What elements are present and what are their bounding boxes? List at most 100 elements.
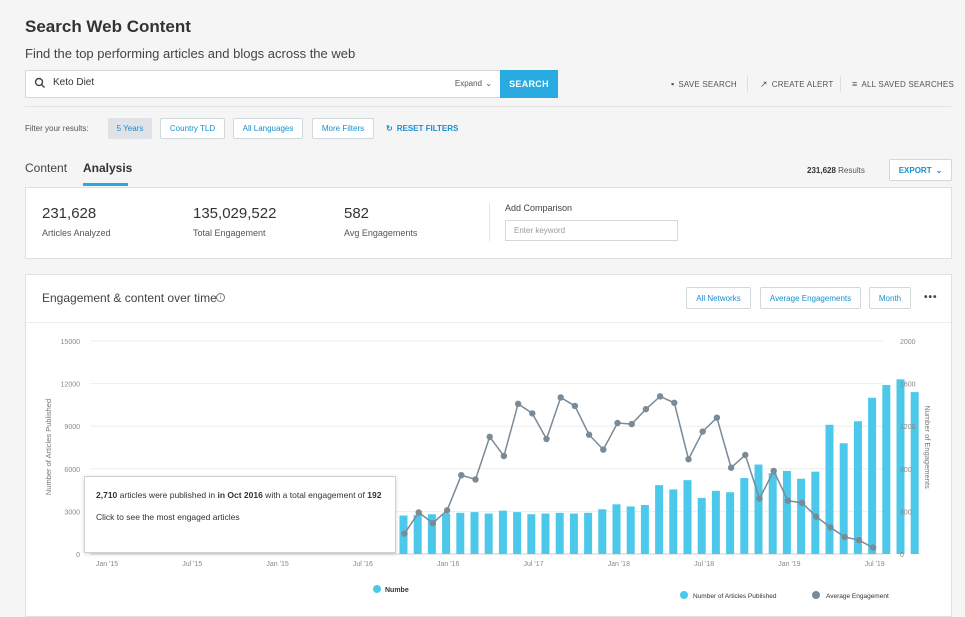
average-engagements-button[interactable]: Average Engagements [760, 287, 861, 309]
search-input[interactable]: Keto Diet [53, 77, 95, 88]
filter-chip-country-tld[interactable]: Country TLD [160, 118, 225, 139]
expand-toggle[interactable]: Expand [454, 79, 482, 88]
comparison-input[interactable]: Enter keyword [505, 220, 678, 241]
tooltip-cta-link[interactable]: Click to see the most engaged articles [96, 512, 240, 522]
stat-articles-label: Articles Analyzed [42, 228, 111, 238]
chart-title: Engagement & content over time [42, 291, 217, 305]
x-tick-label: Jan '19 [778, 561, 800, 568]
chevron-down-icon: ⌄ [935, 165, 943, 175]
stat-avg-value: 582 [344, 205, 370, 222]
y-tick-label: 9000 [64, 424, 80, 431]
y2-tick-label: 2000 [900, 339, 916, 346]
chart-bar [456, 512, 465, 554]
active-tab-indicator [83, 183, 128, 186]
engagement-point [827, 524, 834, 531]
save-search-button[interactable]: ▪ SAVE SEARCH [671, 79, 737, 89]
filter-chip-all-languages[interactable]: All Languages [233, 118, 303, 139]
chart-header-divider [26, 322, 951, 323]
engagement-point [855, 536, 863, 544]
reset-filters-label: RESET FILTERS [396, 124, 459, 133]
more-options-icon[interactable]: ••• [924, 292, 938, 303]
all-networks-button[interactable]: All Networks [686, 287, 751, 309]
engagement-point [415, 509, 422, 516]
tooltip-engagement: 192 [367, 490, 382, 500]
chevron-down-icon[interactable]: ⌄ [485, 79, 492, 88]
chart-bar [697, 497, 706, 554]
engagement-point [699, 428, 706, 435]
engagement-point [642, 405, 650, 413]
chart-bar [839, 443, 848, 554]
chart-bar [640, 505, 649, 554]
engagement-point [742, 451, 749, 459]
chart-bar [555, 512, 564, 554]
chart-bar [782, 470, 791, 554]
reset-filters-button[interactable]: ↻ RESET FILTERS [386, 124, 458, 133]
divider [25, 106, 951, 107]
chart-bar [569, 513, 578, 554]
engagement-point [458, 471, 465, 479]
tooltip-count: 2,710 [96, 490, 118, 500]
chart-bar [598, 509, 607, 554]
stat-articles-value: 231,628 [42, 205, 97, 222]
engagement-point [713, 414, 721, 421]
tab-content[interactable]: Content [25, 161, 68, 175]
search-button[interactable]: SEARCH [500, 70, 558, 98]
info-icon[interactable]: i [216, 293, 225, 302]
chart-bar [470, 512, 479, 554]
results-number: 231,628 [807, 166, 836, 175]
engagement-point [798, 499, 806, 507]
chart-bar [584, 512, 593, 554]
chart-tooltip[interactable]: 2,710 articles were published in in Oct … [84, 476, 396, 553]
engagement-point [869, 544, 877, 551]
page-subtitle: Find the top performing articles and blo… [25, 46, 356, 61]
engagement-point [429, 519, 437, 527]
save-icon: ▪ [671, 79, 675, 89]
engagement-point [600, 446, 607, 453]
tab-analysis[interactable]: Analysis [83, 161, 133, 175]
y-tick-label: 12000 [61, 382, 81, 389]
engagement-point [500, 452, 508, 460]
engagement-point [727, 464, 735, 471]
legend-label-articles: Number of Articles Published [693, 593, 777, 600]
tooltip-text1: articles were published in [117, 490, 218, 500]
chart-bar [413, 514, 422, 554]
create-alert-button[interactable]: ↗ CREATE ALERT [760, 79, 833, 90]
y-tick-label: 0 [76, 552, 80, 559]
page-title: Search Web Content [25, 17, 191, 36]
engagement-point [443, 507, 451, 514]
chart-bar [882, 385, 891, 554]
engagement-point [571, 402, 579, 410]
chart-bar [612, 504, 621, 554]
stat-engagement-label: Total Engagement [193, 228, 266, 238]
filter-chip-5-years[interactable]: 5 Years [108, 118, 152, 139]
chart-bar [427, 514, 436, 554]
y-axis-label: Number of Articles Published [44, 399, 53, 495]
filter-chip-more-filters[interactable]: More Filters [312, 118, 374, 139]
y2-tick-label: 0 [900, 552, 904, 559]
tooltip-month: in Oct 2016 [217, 490, 263, 500]
comparison-label: Add Comparison [505, 203, 573, 213]
legend-swatch-articles [373, 585, 381, 593]
chart-card [25, 274, 952, 617]
x-tick-label: Jan '15 [266, 561, 288, 568]
all-saved-searches-button[interactable]: ≡ ALL SAVED SEARCHES [852, 79, 954, 89]
trend-icon: ↗ [760, 79, 768, 89]
y2-tick-label: 1200 [900, 424, 916, 431]
chart-bar [868, 397, 877, 554]
engagement-point [813, 513, 820, 520]
engagement-point [401, 530, 408, 537]
x-tick-label: Jan '15 [96, 561, 118, 568]
month-button[interactable]: Month [869, 287, 911, 309]
search-field[interactable]: Keto Diet Expand ⌄ [25, 70, 500, 98]
chart-bar [754, 464, 763, 554]
chart-bar [811, 471, 820, 554]
y-tick-label: 3000 [64, 509, 80, 516]
stats-card [25, 187, 952, 259]
y2-axis-label: Number of Engagements [923, 405, 932, 489]
export-button[interactable]: EXPORT ⌄ [889, 159, 952, 181]
stat-avg-label: Avg Engagements [344, 228, 418, 238]
engagement-point [628, 420, 635, 428]
engagement-point [784, 497, 792, 504]
x-tick-label: Jul '16 [353, 561, 373, 568]
stat-engagement-value: 135,029,522 [193, 205, 277, 222]
